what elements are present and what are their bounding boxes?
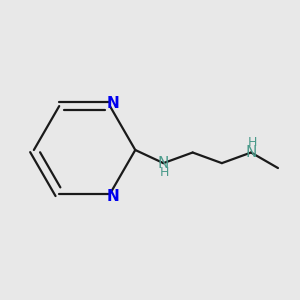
Text: H: H bbox=[248, 136, 257, 149]
Text: N: N bbox=[158, 156, 169, 171]
Text: N: N bbox=[106, 96, 119, 111]
Text: N: N bbox=[106, 189, 119, 204]
Text: N: N bbox=[245, 145, 257, 160]
Text: H: H bbox=[160, 167, 169, 179]
